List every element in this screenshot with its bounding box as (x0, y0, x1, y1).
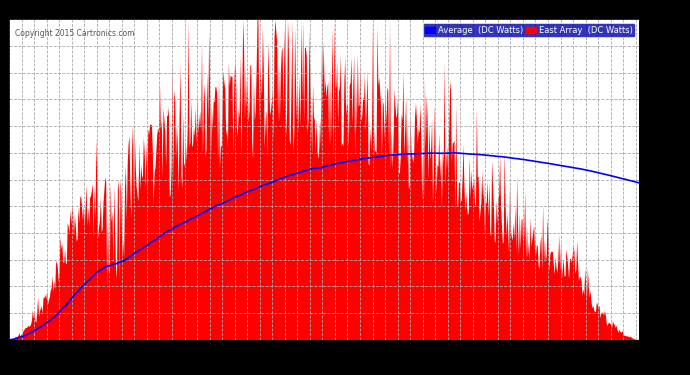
Text: Copyright 2015 Cartronics.com: Copyright 2015 Cartronics.com (15, 29, 135, 38)
Title: East Array Actual & Running Average Power Fri Mar 13 18:54: East Array Actual & Running Average Powe… (113, 4, 535, 18)
Legend: Average  (DC Watts), East Array  (DC Watts): Average (DC Watts), East Array (DC Watts… (423, 24, 635, 38)
